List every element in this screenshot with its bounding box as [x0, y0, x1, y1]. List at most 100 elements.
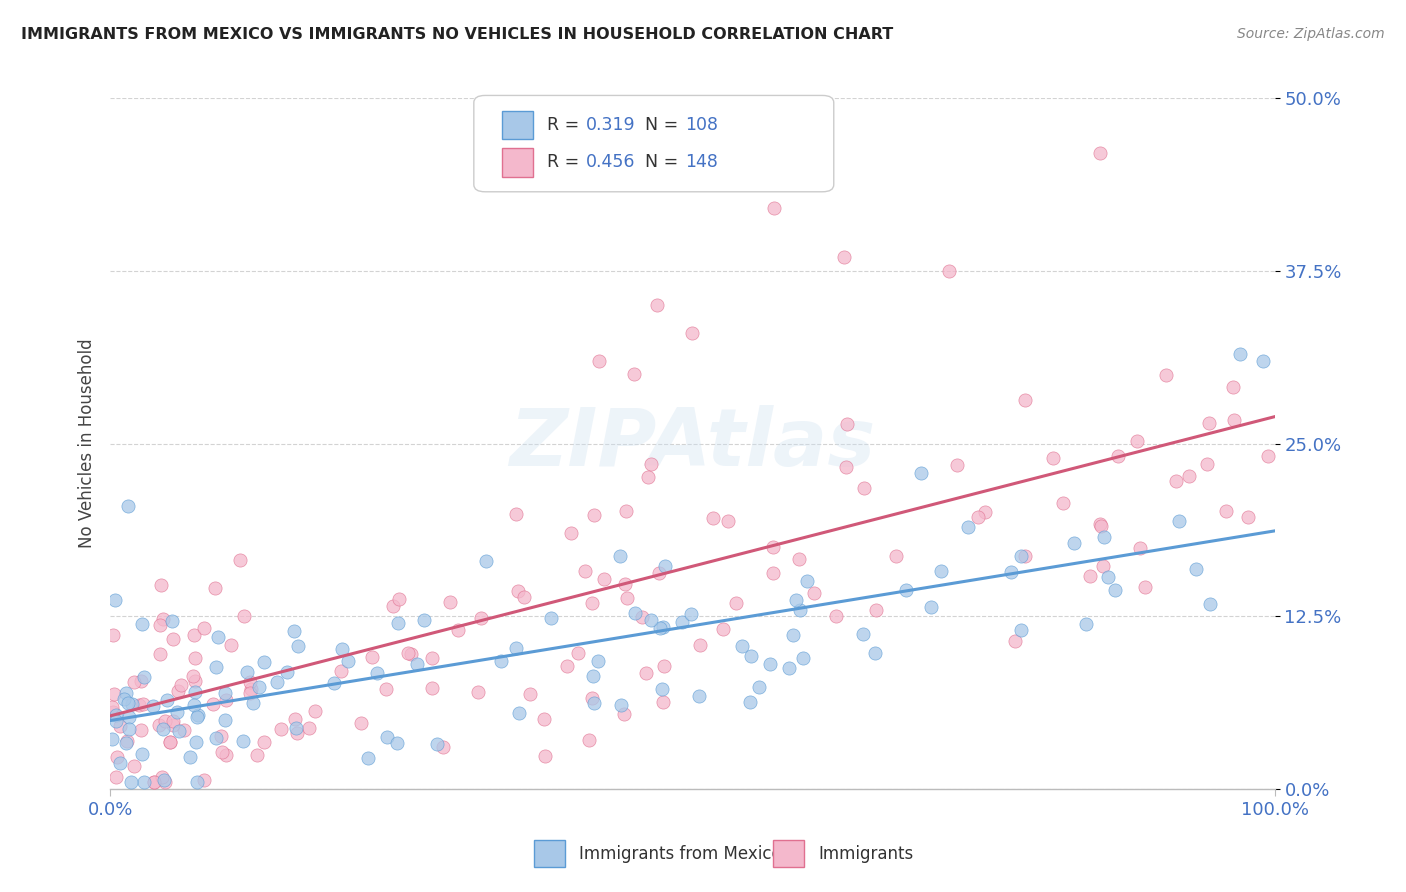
Point — [350, 716, 373, 731]
Point — [785, 592, 807, 607]
Point — [762, 566, 785, 580]
Point — [183, 698, 205, 713]
Point — [1229, 346, 1251, 360]
Point — [112, 691, 135, 706]
Text: R =: R = — [547, 116, 585, 134]
Point — [142, 775, 165, 789]
Point — [555, 659, 578, 673]
Point — [323, 676, 346, 690]
Text: 148: 148 — [685, 153, 717, 171]
Point — [162, 714, 184, 728]
Point — [187, 708, 209, 723]
Point — [375, 730, 398, 744]
Point — [513, 590, 536, 604]
Point — [142, 775, 165, 789]
Point — [207, 630, 229, 644]
Point — [105, 750, 128, 764]
Point — [974, 505, 997, 519]
Point — [929, 565, 952, 579]
Text: 0.319: 0.319 — [586, 116, 636, 134]
Point — [863, 646, 886, 660]
Text: N =: N = — [634, 153, 683, 171]
Point — [209, 729, 232, 743]
Point — [159, 735, 181, 749]
Point — [388, 592, 411, 607]
Point — [519, 687, 541, 701]
Point — [1257, 449, 1279, 463]
Point — [166, 705, 188, 719]
Point — [610, 698, 633, 712]
Point — [152, 612, 174, 626]
Point — [149, 617, 172, 632]
Point — [835, 460, 858, 475]
Point — [193, 621, 215, 635]
Point — [173, 723, 195, 737]
Point — [184, 650, 207, 665]
Point — [825, 609, 848, 624]
Point — [654, 559, 676, 574]
Point — [609, 549, 631, 563]
Point — [803, 586, 825, 600]
Point — [614, 577, 637, 591]
Point — [239, 675, 262, 690]
Point — [115, 734, 138, 748]
Point — [946, 458, 969, 473]
Point — [108, 719, 131, 733]
Point — [266, 675, 288, 690]
Point — [205, 731, 228, 745]
Point — [582, 668, 605, 682]
Point — [471, 146, 494, 161]
Point — [253, 734, 276, 748]
Point — [730, 639, 752, 653]
Point — [420, 650, 443, 665]
Point — [235, 665, 257, 680]
Point — [129, 673, 152, 688]
Point — [688, 689, 710, 703]
Point — [1104, 582, 1126, 597]
Point — [118, 710, 141, 724]
Text: N =: N = — [634, 116, 683, 134]
Point — [1126, 434, 1149, 449]
Text: Immigrants from Mexico: Immigrants from Mexico — [579, 845, 782, 863]
Point — [748, 680, 770, 694]
Point — [366, 666, 388, 681]
Point — [240, 681, 263, 696]
Point — [270, 722, 292, 736]
Point — [118, 722, 141, 736]
Point — [1195, 458, 1218, 472]
Point — [648, 621, 671, 635]
Point — [1010, 623, 1032, 637]
Point — [1014, 393, 1036, 408]
Point — [593, 572, 616, 586]
Point — [1090, 519, 1112, 533]
Point — [1164, 474, 1187, 488]
Point — [614, 504, 637, 518]
Point — [671, 615, 693, 629]
Point — [910, 466, 932, 480]
Point — [239, 686, 262, 700]
Point — [506, 584, 529, 599]
Point — [651, 681, 673, 696]
Point — [124, 675, 146, 690]
Point — [1092, 558, 1115, 573]
Point — [1004, 633, 1026, 648]
Point — [150, 577, 173, 591]
Point — [636, 666, 658, 681]
Point — [832, 250, 855, 264]
Point — [623, 368, 645, 382]
Point — [884, 549, 907, 563]
Point — [153, 714, 176, 728]
Point — [505, 507, 527, 521]
Point — [413, 613, 436, 627]
Point — [108, 756, 131, 770]
Point — [117, 696, 139, 710]
Point — [122, 759, 145, 773]
Point — [1223, 413, 1246, 427]
Point — [179, 749, 201, 764]
Point — [361, 650, 384, 665]
Point — [193, 773, 215, 788]
Point — [162, 632, 184, 646]
Point — [142, 698, 165, 713]
Point — [153, 775, 176, 789]
Point — [169, 723, 191, 738]
